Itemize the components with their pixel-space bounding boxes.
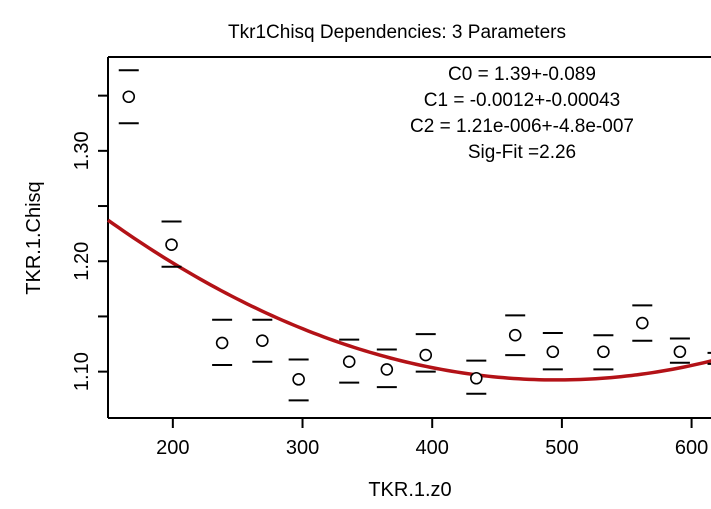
data-point (419, 348, 433, 362)
y-axis-label: TKR.1.Chisq (23, 181, 45, 294)
annotation-c2: C2 = 1.21e-006+-4.8e-007 (410, 116, 634, 137)
x-tick-label: 600 (675, 437, 708, 459)
annotation-c0: C0 = 1.39+-0.089 (448, 64, 596, 85)
annotation-c1: C1 = -0.0012+-0.00043 (424, 90, 621, 111)
data-point (122, 90, 136, 104)
fit-annotations: C0 = 1.39+-0.089 C1 = -0.0012+-0.00043 C… (410, 64, 634, 163)
data-point-group (466, 359, 487, 395)
fit-curve (106, 218, 711, 382)
data-point-group (415, 333, 436, 373)
data-point (215, 336, 229, 350)
data-point-group (632, 304, 653, 342)
y-axis: 1.10 1.20 1.30 (71, 94, 108, 391)
data-point (292, 373, 305, 386)
data-point (673, 345, 687, 359)
x-axis-label: TKR.1.z0 (368, 479, 451, 501)
y-tick-label: 1.30 (71, 131, 93, 170)
data-point (165, 238, 178, 251)
x-tick-label: 200 (156, 437, 189, 459)
x-tick-label: 500 (545, 437, 578, 459)
data-point (546, 345, 560, 359)
data-point (256, 334, 269, 348)
data-point-group (593, 334, 614, 371)
data-point (597, 345, 610, 359)
data-point-group (376, 348, 397, 389)
data-point-group (542, 331, 563, 371)
data-point-group (161, 220, 182, 268)
data-point-group (669, 337, 690, 364)
data-points-layer (118, 69, 711, 402)
data-point (508, 328, 522, 342)
x-tick-label: 300 (286, 437, 319, 459)
data-point-group (118, 69, 139, 125)
plot-area (107, 56, 711, 419)
data-point-group (505, 314, 526, 357)
annotation-sig-fit: Sig-Fit =2.26 (468, 142, 576, 163)
data-point (635, 316, 649, 330)
fit-curve-layer (106, 218, 711, 382)
x-tick-label: 400 (416, 437, 449, 459)
data-point-group (212, 318, 233, 367)
data-point (342, 355, 356, 368)
data-point-group (288, 358, 309, 402)
data-point (380, 363, 394, 376)
chart-title: Tkr1Chisq Dependencies: 3 Parameters (228, 22, 566, 43)
y-tick-label: 1.20 (71, 242, 93, 281)
y-tick-label: 1.10 (71, 352, 93, 391)
data-point (470, 371, 483, 385)
data-point-group (339, 338, 360, 384)
data-point-group (252, 318, 273, 363)
x-axis: 200 300 400 500 600 (156, 418, 708, 459)
